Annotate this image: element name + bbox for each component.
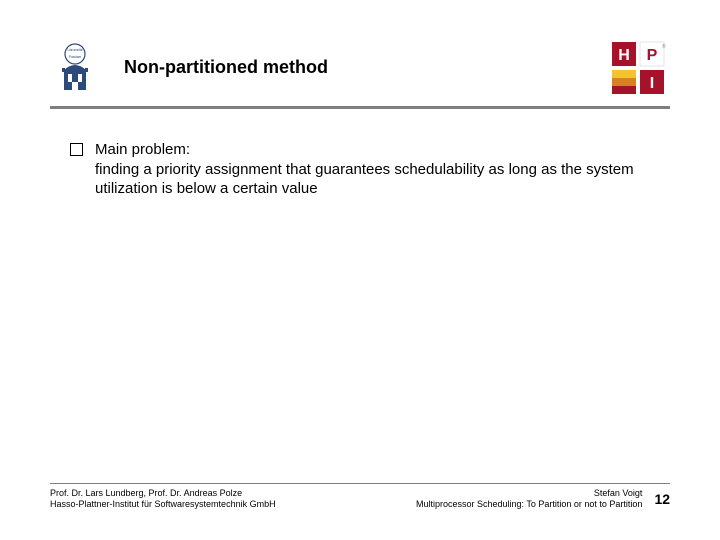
header-divider	[50, 106, 670, 109]
bullet-marker-icon	[70, 143, 83, 156]
slide: Universität Potsdam Non-partitioned meth…	[0, 0, 720, 540]
svg-text:P: P	[647, 47, 658, 64]
svg-text:®: ®	[662, 43, 666, 50]
footer-right: Stefan Voigt Multiprocessor Scheduling: …	[346, 488, 642, 511]
footer-topic: Multiprocessor Scheduling: To Partition …	[346, 499, 642, 510]
footer-divider	[50, 483, 670, 484]
footer-institute: Hasso-Plattner-Institut für Softwaresyst…	[50, 499, 346, 510]
svg-text:Potsdam: Potsdam	[69, 55, 82, 59]
svg-text:Universität: Universität	[67, 48, 82, 52]
footer-content: Prof. Dr. Lars Lundberg, Prof. Dr. Andre…	[50, 488, 670, 511]
svg-text:I: I	[650, 75, 654, 92]
slide-body: Main problem: finding a priority assignm…	[70, 140, 660, 199]
svg-text:H: H	[618, 47, 630, 64]
slide-header: Universität Potsdam Non-partitioned meth…	[50, 40, 670, 94]
university-logo: Universität Potsdam	[50, 42, 100, 92]
bullet-item: Main problem: finding a priority assignm…	[70, 140, 660, 199]
bullet-body: finding a priority assignment that guara…	[95, 160, 660, 199]
footer-presenter: Stefan Voigt	[346, 488, 642, 499]
page-number: 12	[654, 491, 670, 507]
bullet-title: Main problem:	[95, 140, 660, 160]
footer-left: Prof. Dr. Lars Lundberg, Prof. Dr. Andre…	[50, 488, 346, 511]
hpi-logo: H P I ®	[610, 40, 670, 94]
footer-authors: Prof. Dr. Lars Lundberg, Prof. Dr. Andre…	[50, 488, 346, 499]
slide-footer: Prof. Dr. Lars Lundberg, Prof. Dr. Andre…	[50, 483, 670, 511]
bullet-text: Main problem: finding a priority assignm…	[95, 140, 660, 199]
slide-title: Non-partitioned method	[124, 57, 610, 78]
